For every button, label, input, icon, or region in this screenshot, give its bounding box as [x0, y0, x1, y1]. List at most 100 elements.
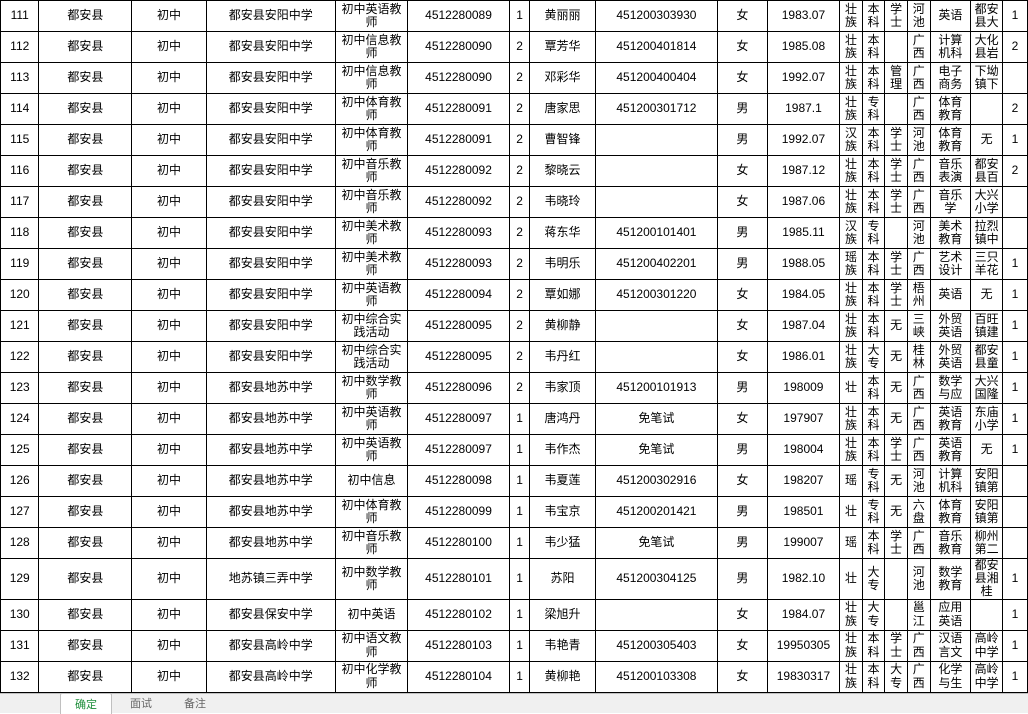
table-cell[interactable]: 体育教育 [930, 94, 971, 125]
table-cell[interactable]: 1 [1002, 342, 1027, 373]
table-cell[interactable]: 都安县 [39, 630, 132, 661]
table-cell[interactable]: 4512280096 [408, 373, 510, 404]
table-cell[interactable]: 451200101401 [595, 218, 717, 249]
table-cell[interactable]: 都安县 [39, 466, 132, 497]
sheet-tab[interactable]: 面试 [116, 693, 166, 713]
table-cell[interactable]: 116 [1, 156, 39, 187]
table-cell[interactable]: 2 [509, 311, 529, 342]
table-cell[interactable]: 198501 [767, 497, 839, 528]
table-cell[interactable]: 安阳镇第 [971, 497, 1003, 528]
table-cell[interactable]: 2 [509, 32, 529, 63]
table-cell[interactable]: 130 [1, 599, 39, 630]
table-cell[interactable]: 韦夏莲 [530, 466, 596, 497]
table-cell[interactable]: 初中综合实践活动 [335, 342, 407, 373]
table-cell[interactable]: 壮 [840, 373, 863, 404]
table-cell[interactable]: 1 [509, 435, 529, 466]
table-cell[interactable]: 都安县高岭中学 [206, 630, 335, 661]
table-cell[interactable]: 苏阳 [530, 559, 596, 600]
table-cell[interactable]: 都安县 [39, 342, 132, 373]
table-cell[interactable]: 2 [509, 280, 529, 311]
table-cell[interactable] [1002, 466, 1027, 497]
table-cell[interactable]: 1 [509, 630, 529, 661]
table-cell[interactable]: 学士 [885, 1, 908, 32]
table-cell[interactable]: 4512280092 [408, 156, 510, 187]
table-cell[interactable]: 451200303930 [595, 1, 717, 32]
table-cell[interactable]: 19830317 [767, 661, 839, 692]
table-cell[interactable]: 河池 [907, 218, 930, 249]
table-cell[interactable]: 本科 [862, 404, 885, 435]
table-cell[interactable]: 广西 [907, 156, 930, 187]
table-cell[interactable]: 198009 [767, 373, 839, 404]
table-cell[interactable]: 131 [1, 630, 39, 661]
table-cell[interactable]: 河池 [907, 559, 930, 600]
table-cell[interactable]: 地苏镇三弄中学 [206, 559, 335, 600]
table-cell[interactable]: 都安县 [39, 599, 132, 630]
table-cell[interactable]: 124 [1, 404, 39, 435]
table-cell[interactable]: 初中 [132, 125, 207, 156]
table-cell[interactable]: 127 [1, 497, 39, 528]
table-cell[interactable] [971, 94, 1003, 125]
table-cell[interactable]: 都安县地苏中学 [206, 373, 335, 404]
table-cell[interactable]: 198004 [767, 435, 839, 466]
table-cell[interactable]: 壮族 [840, 630, 863, 661]
table-cell[interactable]: 壮族 [840, 435, 863, 466]
table-cell[interactable]: 4512280091 [408, 94, 510, 125]
table-cell[interactable]: 韦宝京 [530, 497, 596, 528]
table-cell[interactable]: 都安县地苏中学 [206, 404, 335, 435]
table-cell[interactable]: 本科 [862, 187, 885, 218]
table-cell[interactable]: 艺术设计 [930, 249, 971, 280]
table-cell[interactable]: 初中英语教师 [335, 280, 407, 311]
table-cell[interactable]: 1 [1002, 373, 1027, 404]
table-cell[interactable]: 广西 [907, 661, 930, 692]
table-cell[interactable]: 都安县保安中学 [206, 599, 335, 630]
table-cell[interactable]: 女 [718, 32, 768, 63]
table-cell[interactable]: 韦艳青 [530, 630, 596, 661]
table-cell[interactable]: 女 [718, 280, 768, 311]
table-cell[interactable]: 壮族 [840, 156, 863, 187]
table-cell[interactable]: 都安县高岭中学 [206, 661, 335, 692]
table-cell[interactable]: 初中 [132, 661, 207, 692]
table-cell[interactable]: 本科 [862, 125, 885, 156]
table-cell[interactable]: 汉族 [840, 125, 863, 156]
table-cell[interactable]: 2 [1002, 94, 1027, 125]
table-cell[interactable]: 本科 [862, 249, 885, 280]
table-cell[interactable]: 126 [1, 466, 39, 497]
table-cell[interactable]: 初中音乐教师 [335, 156, 407, 187]
table-cell[interactable]: 都安县 [39, 187, 132, 218]
table-cell[interactable]: 数学教育 [930, 559, 971, 600]
table-cell[interactable]: 都安县安阳中学 [206, 218, 335, 249]
table-cell[interactable]: 都安县 [39, 559, 132, 600]
table-cell[interactable]: 1985.11 [767, 218, 839, 249]
table-cell[interactable]: 唐鸿丹 [530, 404, 596, 435]
table-cell[interactable]: 4512280100 [408, 528, 510, 559]
table-cell[interactable]: 无 [885, 311, 908, 342]
table-cell[interactable] [595, 187, 717, 218]
table-cell[interactable]: 大专 [885, 661, 908, 692]
table-cell[interactable]: 初中 [132, 559, 207, 600]
table-cell[interactable]: 1 [509, 559, 529, 600]
table-cell[interactable]: 都安县 [39, 528, 132, 559]
table-cell[interactable]: 初中英语 [335, 599, 407, 630]
table-cell[interactable]: 初中 [132, 32, 207, 63]
table-cell[interactable]: 免笔试 [595, 435, 717, 466]
table-cell[interactable]: 本科 [862, 630, 885, 661]
table-cell[interactable]: 初中英语教师 [335, 404, 407, 435]
table-cell[interactable] [1002, 218, 1027, 249]
table-cell[interactable]: 蒋东华 [530, 218, 596, 249]
table-cell[interactable]: 男 [718, 249, 768, 280]
table-cell[interactable]: 安阳镇第 [971, 466, 1003, 497]
table-cell[interactable]: 4512280101 [408, 559, 510, 600]
table-cell[interactable]: 壮 [840, 497, 863, 528]
table-cell[interactable]: 1987.06 [767, 187, 839, 218]
table-cell[interactable]: 初中美术教师 [335, 249, 407, 280]
table-cell[interactable]: 女 [718, 156, 768, 187]
table-cell[interactable]: 1 [509, 661, 529, 692]
table-cell[interactable]: 本科 [862, 435, 885, 466]
table-cell[interactable]: 都安县安阳中学 [206, 187, 335, 218]
table-cell[interactable]: 都安县 [39, 63, 132, 94]
table-cell[interactable]: 1 [1002, 661, 1027, 692]
table-cell[interactable]: 4512280095 [408, 311, 510, 342]
table-cell[interactable]: 2 [509, 218, 529, 249]
table-cell[interactable]: 广西 [907, 404, 930, 435]
table-cell[interactable]: 451200302916 [595, 466, 717, 497]
